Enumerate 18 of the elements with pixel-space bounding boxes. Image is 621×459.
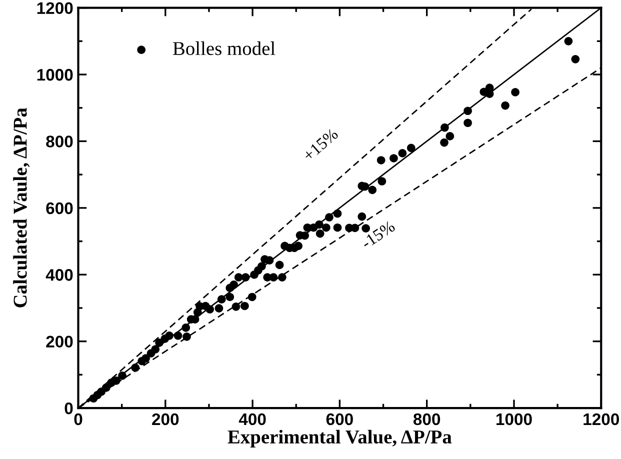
x-tick-label: 1200	[584, 413, 619, 426]
legend-label: Bolles model	[173, 41, 276, 56]
x-tick-label: 800	[413, 413, 440, 426]
x-axis-title: Experimental Value, ΔP/Pa	[228, 430, 452, 448]
y-tick-label: 0	[64, 402, 73, 414]
y-tick-label: 200	[46, 336, 73, 348]
y-tick-label: 400	[46, 269, 73, 281]
y-tick-label: 1200	[37, 2, 73, 14]
x-tick-label: 1000	[496, 413, 532, 426]
y-axis-title: Calculated Vaule, ΔP/Pa	[13, 108, 30, 308]
y-tick-label: 800	[46, 136, 73, 148]
x-tick-label: 0	[74, 413, 82, 426]
x-tick-label: 600	[326, 413, 353, 426]
x-tick-label: 200	[152, 413, 179, 426]
y-tick-label: 600	[46, 202, 73, 214]
x-tick-label: 400	[238, 413, 266, 426]
annotation: -15%	[360, 220, 396, 250]
y-tick-label: 1000	[37, 68, 73, 81]
